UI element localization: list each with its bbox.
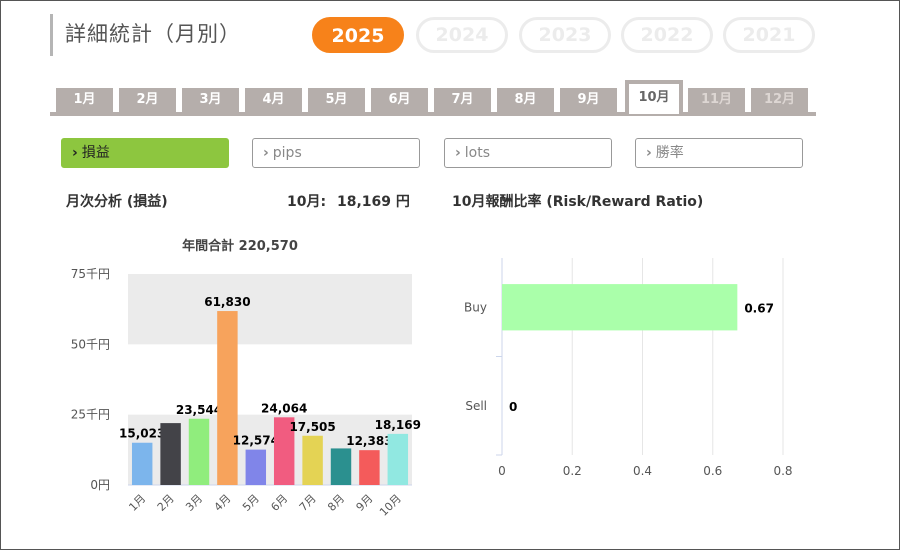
metric-label: lots bbox=[464, 145, 491, 161]
month-tab-5[interactable]: 5月 bbox=[308, 88, 365, 112]
risk-reward-heading: 10月報酬比率 (Risk/Reward Ratio) bbox=[452, 194, 704, 210]
month-tab-11[interactable]: 11月 bbox=[688, 88, 745, 112]
month-tab-1[interactable]: 1月 bbox=[56, 88, 113, 112]
bar-4 bbox=[217, 311, 238, 485]
x-tick-label: 1月 bbox=[126, 492, 148, 514]
chevron-right-icon: › bbox=[263, 145, 269, 161]
y-tick-label: Sell bbox=[465, 399, 487, 413]
y-tick-label: 75千円 bbox=[71, 267, 110, 281]
page-header: 詳細統計（月別） bbox=[50, 14, 241, 56]
bar-6 bbox=[273, 417, 295, 485]
y-tick-label: Buy bbox=[464, 300, 487, 314]
month-tab-7[interactable]: 7月 bbox=[434, 88, 491, 112]
bar-buy bbox=[502, 284, 738, 331]
x-tick-label: 2月 bbox=[155, 492, 177, 514]
x-tick-label: 9月 bbox=[354, 492, 376, 514]
x-tick-label: 5月 bbox=[240, 492, 262, 514]
metric-button-lots[interactable]: › lots bbox=[444, 138, 612, 168]
monthly-profit-chart: 年間合計 220,570 0円 25千円 50千円 75千円 15,023 1月 2月 23,… bbox=[71, 238, 421, 519]
metric-button-pips[interactable]: › pips bbox=[252, 138, 420, 168]
chevron-right-icon: › bbox=[455, 145, 461, 161]
current-month-label: 10月: bbox=[287, 194, 327, 210]
bar-data-label: 12,574 bbox=[233, 434, 279, 448]
metric-button-profit[interactable]: › 損益 bbox=[61, 138, 229, 168]
current-month-value: 18,169 円 bbox=[337, 194, 410, 210]
x-tick-label: 4月 bbox=[212, 492, 234, 514]
month-tab-9[interactable]: 9月 bbox=[560, 88, 617, 112]
year-tab-2025[interactable]: 2025 bbox=[312, 17, 404, 53]
metric-button-winrate[interactable]: › 勝率 bbox=[635, 138, 803, 168]
month-tab-10[interactable]: 10月 bbox=[625, 80, 683, 114]
bar-data-label: 23,544 bbox=[176, 403, 222, 417]
month-tab-4[interactable]: 4月 bbox=[245, 88, 302, 112]
bar-data-label: 12,383 bbox=[346, 434, 392, 448]
risk-reward-chart: 0 0.2 0.4 0.6 0.8 Buy 0.67 Sell 0 bbox=[464, 258, 793, 478]
month-tab-12[interactable]: 12月 bbox=[751, 88, 808, 112]
metric-label: 勝率 bbox=[655, 145, 684, 161]
bar-data-label: 24,064 bbox=[261, 401, 307, 415]
bar-data-label: 17,505 bbox=[289, 420, 335, 434]
year-tab-2021[interactable]: 2021 bbox=[723, 17, 815, 53]
chart-title: 年間合計 220,570 bbox=[182, 238, 298, 254]
bar-3 bbox=[188, 418, 210, 485]
bar-data-label: 0 bbox=[509, 400, 517, 414]
chevron-right-icon: › bbox=[646, 145, 652, 161]
bar-data-label: 61,830 bbox=[204, 295, 250, 309]
bar-data-label: 18,169 bbox=[375, 418, 421, 432]
x-tick-label: 0.2 bbox=[563, 464, 582, 478]
bar-9 bbox=[359, 450, 380, 485]
x-tick-label: 10月 bbox=[377, 492, 404, 519]
page-title: 詳細統計（月別） bbox=[65, 22, 241, 46]
x-tick-label: 0.6 bbox=[703, 464, 722, 478]
metric-label: 損益 bbox=[81, 145, 110, 161]
bar-1 bbox=[131, 442, 153, 485]
month-tab-2[interactable]: 2月 bbox=[119, 88, 176, 112]
y-tick-label: 25千円 bbox=[71, 408, 110, 422]
x-tick-label: 8月 bbox=[325, 492, 347, 514]
bar-data-label: 15,023 bbox=[119, 427, 165, 441]
bar-8 bbox=[330, 448, 352, 485]
year-tab-2022[interactable]: 2022 bbox=[621, 17, 713, 53]
x-tick-label: 6月 bbox=[268, 492, 290, 514]
y-tick-label: 0円 bbox=[90, 478, 110, 492]
bar-10 bbox=[387, 433, 409, 485]
metric-label: pips bbox=[272, 145, 302, 161]
x-tick-label: 0.4 bbox=[633, 464, 652, 478]
year-tab-2024[interactable]: 2024 bbox=[416, 17, 508, 53]
x-tick-label: 7月 bbox=[297, 492, 319, 514]
month-tab-bar bbox=[50, 112, 816, 116]
bar-2 bbox=[160, 423, 181, 485]
y-tick-label: 50千円 bbox=[71, 337, 110, 351]
bar-5 bbox=[245, 449, 267, 485]
x-tick-label: 0 bbox=[498, 464, 506, 478]
x-tick-label: 3月 bbox=[183, 492, 205, 514]
bar-7 bbox=[302, 435, 323, 485]
plot-band bbox=[128, 274, 412, 345]
x-tick-label: 0.8 bbox=[773, 464, 792, 478]
monthly-analysis-heading: 月次分析 (損益) bbox=[66, 194, 168, 210]
month-tab-6[interactable]: 6月 bbox=[371, 88, 428, 112]
bar-data-label: 0.67 bbox=[744, 301, 774, 315]
year-tab-2023[interactable]: 2023 bbox=[519, 17, 611, 53]
month-tab-3[interactable]: 3月 bbox=[182, 88, 239, 112]
chevron-right-icon: › bbox=[72, 145, 78, 161]
month-tab-8[interactable]: 8月 bbox=[497, 88, 554, 112]
